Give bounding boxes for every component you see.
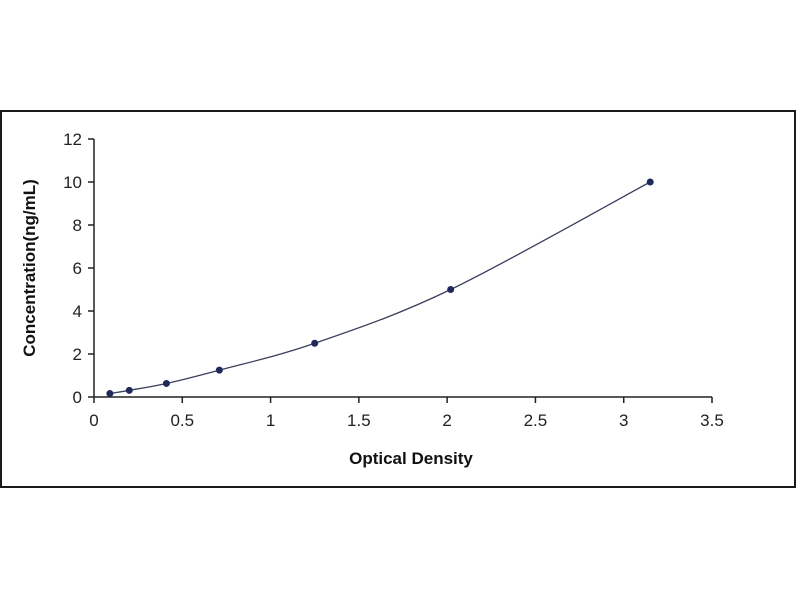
data-point — [106, 390, 114, 398]
x-tick-label: 0.5 — [170, 411, 194, 430]
x-tick-label: 3 — [619, 411, 628, 430]
x-axis-title: Optical Density — [349, 449, 473, 468]
y-tick-label: 8 — [73, 216, 82, 235]
data-point — [311, 339, 319, 347]
x-tick-label: 0 — [89, 411, 98, 430]
x-tick-label: 3.5 — [700, 411, 724, 430]
data-points — [106, 178, 654, 398]
y-axis-title: Concentration(ng/mL) — [20, 179, 39, 357]
data-point — [646, 178, 654, 186]
data-point — [162, 379, 170, 387]
y-tick-label: 2 — [73, 345, 82, 364]
y-axis-ticks: 0 2 4 6 8 10 12 — [63, 130, 94, 407]
y-tick-label: 10 — [63, 173, 82, 192]
fit-curve-line — [109, 181, 651, 395]
data-point — [447, 286, 455, 293]
chart-frame: 0 0.5 1 1.5 2 2.5 3 3.5 0 2 4 6 8 10 12 Optical Densi… — [0, 110, 796, 488]
y-tick-label: 12 — [63, 130, 82, 149]
x-tick-label: 2.5 — [524, 411, 548, 430]
x-tick-label: 1.5 — [347, 411, 371, 430]
data-point — [125, 386, 133, 394]
y-tick-label: 4 — [73, 302, 82, 321]
x-tick-label: 2 — [442, 411, 451, 430]
y-tick-label: 6 — [73, 259, 82, 278]
standard-curve-chart: 0 0.5 1 1.5 2 2.5 3 3.5 0 2 4 6 8 10 12 Optical Densi… — [20, 130, 724, 468]
y-tick-label: 0 — [73, 388, 82, 407]
x-tick-label: 1 — [266, 411, 275, 430]
data-point — [215, 366, 223, 374]
x-axis-ticks: 0 0.5 1 1.5 2 2.5 3 3.5 — [89, 397, 724, 430]
